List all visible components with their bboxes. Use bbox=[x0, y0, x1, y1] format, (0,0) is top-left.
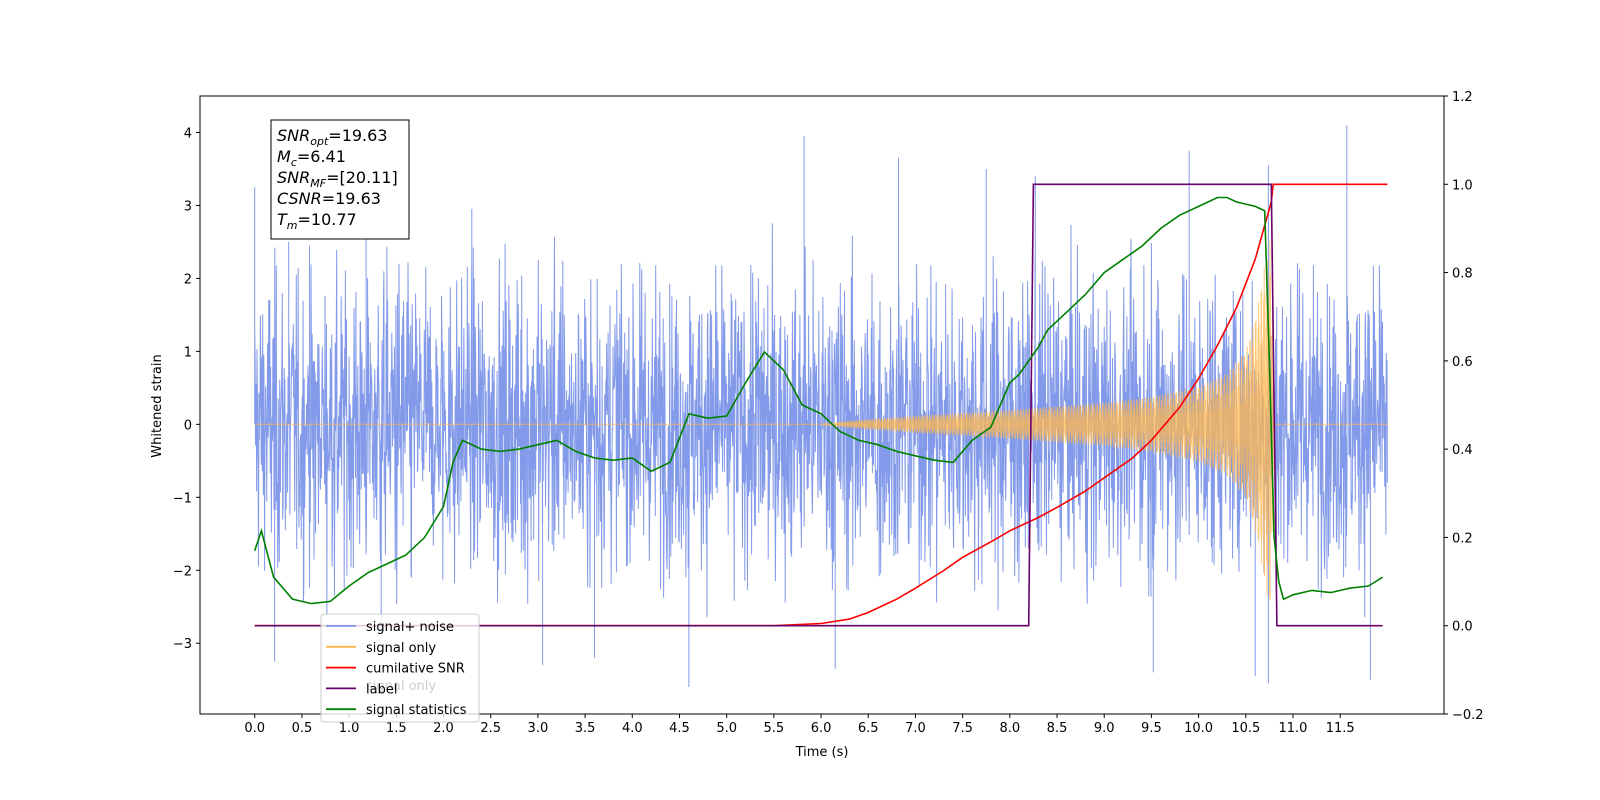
series-line bbox=[253, 196, 1384, 605]
legend-label: signal only bbox=[366, 641, 436, 656]
x-tick-label: 11.5 bbox=[1326, 721, 1355, 736]
y-right-tick-label: 1.2 bbox=[1452, 90, 1473, 105]
y-left-tick-label: −2 bbox=[173, 564, 192, 579]
series-line bbox=[254, 240, 1388, 601]
annotation-line: CSNR=19.63 bbox=[277, 189, 381, 208]
x-tick-label: 10.0 bbox=[1184, 721, 1213, 736]
x-tick-label: 4.0 bbox=[622, 721, 643, 736]
annotation-frame bbox=[270, 119, 410, 240]
annotation-line: Mc=6.41 bbox=[277, 147, 346, 169]
y-left-tick-label: −3 bbox=[173, 637, 192, 652]
y-left-tick-label: 4 bbox=[184, 126, 192, 141]
x-tick-label: 10.5 bbox=[1231, 721, 1260, 736]
legend-label: cumilative SNR bbox=[366, 662, 465, 677]
legend: signal only signal+ noise signal only cumil… bbox=[320, 613, 480, 723]
y-left-tick-label: 0 bbox=[184, 418, 192, 433]
series-line bbox=[254, 183, 1388, 627]
y-left-tick-label: 2 bbox=[184, 272, 192, 287]
y-left-tick-label: 3 bbox=[184, 199, 192, 214]
x-axis-title: Time (s) bbox=[795, 745, 849, 760]
legend-label: signal+ noise bbox=[366, 620, 454, 635]
x-tick-label: 9.5 bbox=[1141, 721, 1162, 736]
x-tick-label: 8.5 bbox=[1047, 721, 1068, 736]
y-right-tick-label: 0.0 bbox=[1452, 620, 1473, 635]
annotation-line: SNRopt=19.63 bbox=[277, 126, 388, 148]
y-left-tick-label: 1 bbox=[184, 345, 192, 360]
series-line bbox=[254, 183, 1383, 627]
series-signal-only bbox=[254, 240, 1388, 601]
x-tick-label: 5.5 bbox=[764, 721, 785, 736]
annotation-line: Tm=10.77 bbox=[277, 210, 357, 232]
y-left-tick-label: −1 bbox=[173, 491, 192, 506]
x-tick-label: 7.5 bbox=[952, 721, 973, 736]
x-tick-label: 6.0 bbox=[811, 721, 832, 736]
x-tick-label: 7.0 bbox=[905, 721, 926, 736]
y-right-tick-label: 0.8 bbox=[1452, 267, 1473, 282]
series-cumilative-snr bbox=[254, 183, 1388, 627]
y-right-tick-label: 1.0 bbox=[1452, 178, 1473, 193]
y-right-tick-label: 0.4 bbox=[1452, 443, 1473, 458]
y-right-tick-label: −0.2 bbox=[1452, 708, 1484, 723]
annotation-line: SNRMF=[20.11] bbox=[277, 168, 398, 190]
legend-label: label bbox=[366, 682, 397, 697]
series-signal-noise bbox=[254, 125, 1388, 687]
x-tick-label: 5.0 bbox=[716, 721, 737, 736]
annotation-box: SNRopt=19.63Mc=6.41SNRMF=[20.11]CSNR=19.… bbox=[270, 119, 410, 240]
x-tick-label: 2.5 bbox=[480, 721, 501, 736]
legend-hidden-label: signal only bbox=[366, 679, 436, 694]
series-label bbox=[254, 183, 1383, 627]
x-tick-label: 4.5 bbox=[669, 721, 690, 736]
x-tick-label: 3.0 bbox=[528, 721, 549, 736]
x-tick-label: 0.5 bbox=[292, 721, 313, 736]
x-tick-label: 1.0 bbox=[339, 721, 360, 736]
plot-frame bbox=[199, 95, 1445, 715]
axes-layer: 0.0 0.5 1.0 1.5 2.0 2.5 3.0 3.5 4.0 4.5 5.0 5.5 6.0 6… bbox=[173, 90, 1484, 736]
legend-frame bbox=[320, 613, 480, 723]
x-tick-label: 11.0 bbox=[1279, 721, 1308, 736]
x-tick-label: 6.5 bbox=[858, 721, 879, 736]
x-tick-label: 3.5 bbox=[575, 721, 596, 736]
x-tick-label: 8.0 bbox=[999, 721, 1020, 736]
series-line bbox=[254, 125, 1388, 687]
x-tick-label: 9.0 bbox=[1094, 721, 1115, 736]
x-tick-label: 2.0 bbox=[433, 721, 454, 736]
legend-label: signal statistics bbox=[366, 703, 467, 718]
series-signal-statistics bbox=[253, 196, 1384, 605]
y-axis-title: Whitened strain bbox=[150, 354, 165, 457]
y-right-tick-label: 0.2 bbox=[1452, 531, 1473, 546]
x-tick-label: 1.5 bbox=[386, 721, 407, 736]
y-right-tick-label: 0.6 bbox=[1452, 355, 1473, 370]
x-tick-label: 0.0 bbox=[244, 721, 265, 736]
series-layer bbox=[253, 125, 1388, 687]
